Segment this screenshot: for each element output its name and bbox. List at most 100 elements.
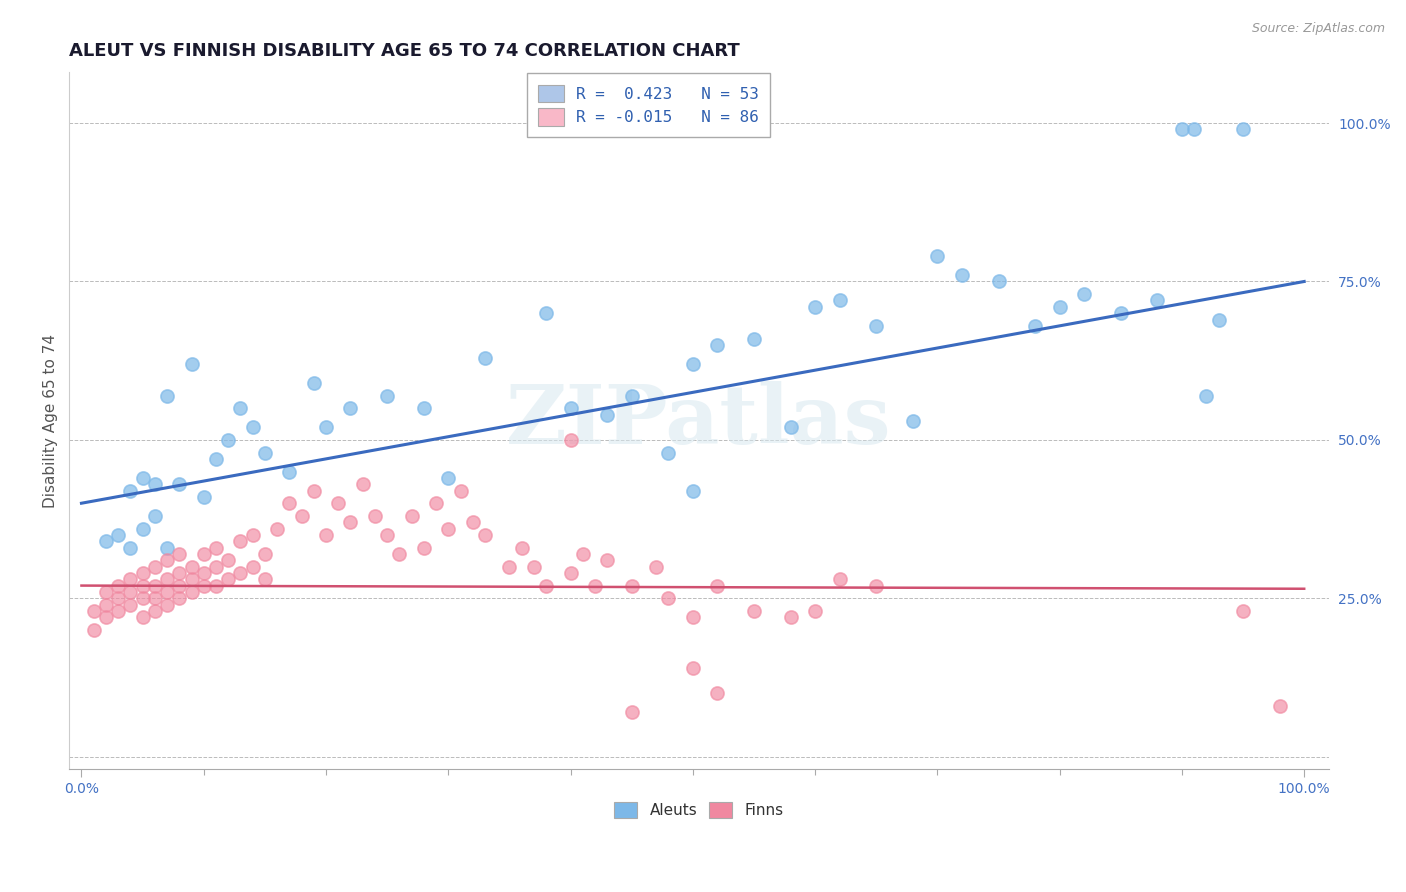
Point [83,604,105,618]
Text: Source: ZipAtlas.com: Source: ZipAtlas.com [1251,22,1385,36]
Point [412,541,434,555]
Point [180,585,202,599]
Point [1024,318,1046,333]
Point [217,572,239,586]
Point [510,541,533,555]
Point [131,522,153,536]
Point [779,610,801,624]
Point [583,578,606,592]
Point [339,401,361,416]
Point [253,445,276,459]
Point [534,306,557,320]
Point [143,578,166,592]
Point [107,578,129,592]
Point [1182,122,1205,136]
Point [205,541,228,555]
Point [742,604,765,618]
Point [169,591,191,606]
Point [1232,122,1254,136]
Point [437,522,460,536]
Point [131,471,153,485]
Point [169,578,191,592]
Point [706,578,728,592]
Point [657,445,679,459]
Point [450,483,472,498]
Point [804,604,827,618]
Point [205,451,228,466]
Point [706,686,728,700]
Point [315,420,337,434]
Point [156,541,179,555]
Point [229,401,252,416]
Point [560,566,582,580]
Point [253,572,276,586]
Point [315,528,337,542]
Point [94,534,117,549]
Point [1232,604,1254,618]
Point [193,566,215,580]
Point [596,408,619,422]
Point [217,553,239,567]
Point [1049,300,1071,314]
Point [779,420,801,434]
Point [302,376,325,390]
Point [120,585,142,599]
Point [437,471,460,485]
Point [205,578,228,592]
Point [375,388,398,402]
Point [352,477,374,491]
Point [534,578,557,592]
Point [1109,306,1132,320]
Point [143,591,166,606]
Point [388,547,411,561]
Point [107,528,129,542]
Point [229,566,252,580]
Point [328,496,350,510]
Point [253,547,276,561]
Point [682,661,704,675]
Point [156,553,179,567]
Point [901,414,924,428]
Point [217,433,239,447]
Point [865,578,887,592]
Point [169,477,191,491]
Point [120,483,142,498]
Point [828,293,851,308]
Point [1208,312,1230,326]
Point [682,357,704,371]
Point [242,420,264,434]
Point [412,401,434,416]
Point [143,604,166,618]
Point [229,534,252,549]
Point [657,591,679,606]
Y-axis label: Disability Age 65 to 74: Disability Age 65 to 74 [44,334,58,508]
Point [706,338,728,352]
Point [107,604,129,618]
Point [120,572,142,586]
Point [242,559,264,574]
Point [682,483,704,498]
Point [120,541,142,555]
Point [143,477,166,491]
Point [425,496,447,510]
Point [120,598,142,612]
Point [865,318,887,333]
Point [143,508,166,523]
Point [1073,287,1095,301]
Point [620,388,643,402]
Point [143,559,166,574]
Point [375,528,398,542]
Point [987,275,1010,289]
Point [596,553,619,567]
Point [242,528,264,542]
Point [205,559,228,574]
Point [180,357,202,371]
Legend: Aleuts, Finns: Aleuts, Finns [609,797,790,824]
Point [560,401,582,416]
Point [461,515,484,529]
Point [180,559,202,574]
Point [278,496,301,510]
Point [193,578,215,592]
Point [339,515,361,529]
Point [364,508,387,523]
